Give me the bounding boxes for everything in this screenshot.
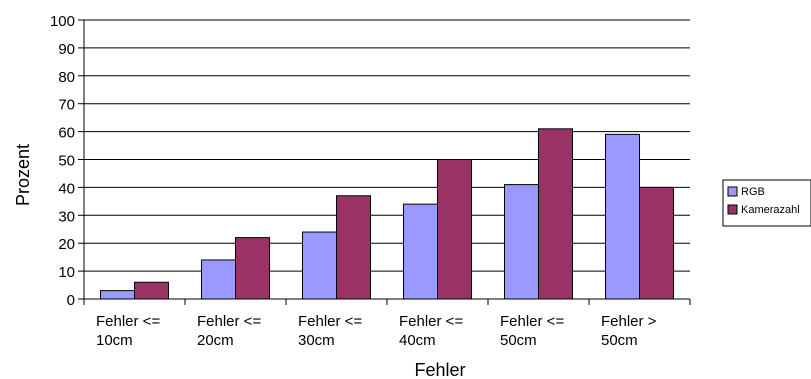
y-tick-label: 90: [58, 41, 75, 58]
y-tick-label: 60: [58, 125, 75, 142]
bar-rgb-6: [605, 133, 640, 300]
legend-frame: [722, 179, 811, 227]
x-tick-label: Fehler <= 10cm: [96, 313, 160, 349]
x-tick-label: Fehler <= 50cm: [500, 313, 564, 349]
legend-swatch-kamerazahl: [727, 204, 738, 215]
y-tick-label: 70: [58, 97, 75, 114]
legend: RGB Kamerazahl: [722, 179, 811, 227]
legend-swatch-rgb: [727, 186, 738, 197]
bars: [100, 128, 674, 300]
bar-kamerazahl-2: [235, 237, 270, 300]
bar-kamerazahl-3: [336, 195, 371, 300]
x-tick-label: Fehler <= 20cm: [197, 313, 261, 349]
y-tick-label: 30: [58, 208, 75, 225]
y-axis-label: Prozent: [13, 144, 33, 206]
y-tick-label: 100: [50, 13, 75, 30]
bar-rgb-4: [403, 203, 438, 300]
bar-rgb-3: [302, 231, 337, 300]
bar-kamerazahl-1: [134, 281, 169, 300]
y-tick-label: 80: [58, 69, 75, 86]
legend-label-kamerazahl: Kamerazahl: [741, 204, 800, 216]
y-tick-label: 20: [58, 236, 75, 253]
bar-rgb-1: [100, 290, 135, 300]
x-tick-label: Fehler >50cm: [601, 313, 657, 349]
y-tick-label: 40: [58, 180, 75, 197]
x-tick-labels: Fehler <= 10cm Fehler <= 20cm Fehler <= 30cm F…: [96, 313, 657, 349]
y-tick-label: 10: [58, 264, 75, 281]
y-tick-label: 0: [67, 292, 75, 309]
legend-label-rgb: RGB: [741, 186, 765, 198]
y-tick-label: 50: [58, 153, 75, 170]
bar-kamerazahl-6: [639, 186, 674, 300]
bar-rgb-2: [201, 259, 236, 300]
axes: [83, 20, 691, 305]
bar-kamerazahl-4: [437, 159, 472, 300]
bar-kamerazahl-5: [538, 128, 573, 300]
x-tick-label: Fehler <= 40cm: [399, 313, 463, 349]
x-tick-label: Fehler <= 30cm: [298, 313, 362, 349]
gridlines: [78, 19, 690, 300]
x-axis-label: Fehler: [414, 360, 465, 379]
y-tick-labels: 0 10 20 30 40 50 60 70 80 90 100: [50, 13, 75, 309]
bar-rgb-5: [504, 184, 539, 300]
